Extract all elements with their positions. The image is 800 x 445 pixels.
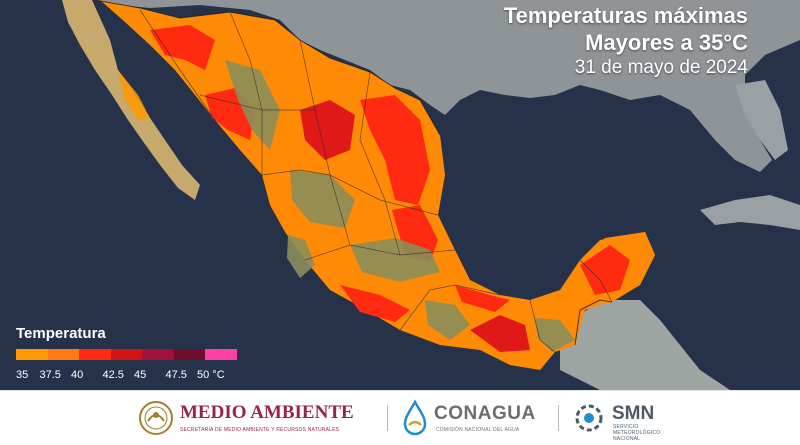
map-subtitle: Mayores a 35°C: [585, 30, 748, 55]
legend: Temperatura 35 37.5 40 42.5 45 47.5 50 °C: [16, 324, 246, 384]
legend-tick-label: 37.5: [39, 369, 61, 381]
legend-swatch-5: [173, 349, 205, 360]
water-drop-icon: [403, 399, 427, 436]
smn-subtitle-3: NACIONAL: [613, 436, 641, 442]
legend-tick-label: 40: [71, 369, 84, 381]
mountains-sierra-madre-occ: [225, 60, 280, 150]
mountains-central-mexico: [350, 238, 440, 282]
legend-tick-label: 50 °C: [197, 369, 225, 381]
mexico-seal-icon: [139, 401, 173, 435]
legend-title: Temperatura: [16, 325, 106, 342]
usa-land: [95, 0, 800, 172]
mountains-pacific-coast: [287, 235, 315, 278]
hot-zone-pacific-south: [340, 285, 410, 322]
smn-subtitle-1: SERVICIO: [613, 424, 639, 430]
smn-name: SMN: [612, 403, 655, 424]
state-borders: [139, 9, 613, 353]
hot-zone-sonora: [150, 25, 215, 70]
florida-land: [735, 80, 788, 160]
medio-ambiente-subtitle: SECRETARÍA DE MEDIO AMBIENTE Y RECURSOS …: [180, 427, 340, 433]
smn-subtitle-2: METEOROLÓGICO: [613, 430, 661, 436]
legend-swatch-6: [205, 349, 237, 360]
cuba-land: [700, 195, 800, 230]
medio-ambiente-logo: MEDIO AMBIENTE SECRETARÍA DE MEDIO AMBIE…: [138, 399, 378, 439]
central-america-land: [560, 300, 730, 390]
smn-logo: SMN SERVICIO METEOROLÓGICO NACIONAL: [572, 399, 672, 442]
footer: MEDIO AMBIENTE SECRETARÍA DE MEDIO AMBIE…: [0, 390, 800, 445]
hot-zone-coahuila: [360, 95, 430, 205]
mountains-central-plateau: [290, 170, 355, 228]
legend-swatches: [16, 349, 237, 360]
conagua-logo: CONAGUA COMISIÓN NACIONAL DEL AGUA: [400, 399, 550, 439]
legend-swatch-1: [47, 349, 79, 360]
hot-zone-yucatan: [580, 245, 630, 295]
smn-emblem-icon: [575, 404, 603, 432]
medio-ambiente-name: MEDIO AMBIENTE: [180, 402, 354, 423]
footer-separator: [387, 405, 388, 431]
baja-heat-patch: [118, 70, 150, 120]
conagua-subtitle: COMISIÓN NACIONAL DEL AGUA: [436, 427, 520, 433]
mountains-chiapas: [535, 318, 575, 352]
legend-swatch-4: [142, 349, 174, 360]
legend-swatch-3: [110, 349, 142, 360]
legend-ticks: 35 37.5 40 42.5 45 47.5 50 °C: [16, 368, 256, 382]
hot-zone-chihuahua: [300, 100, 355, 160]
legend-swatch-0: [16, 349, 48, 360]
hot-zone-oaxaca: [470, 315, 530, 352]
hot-zone-veracruz: [455, 285, 510, 312]
legend-tick-label: 42.5: [102, 369, 124, 381]
mountains-oaxaca: [425, 300, 470, 340]
map-title: Temperaturas máximas: [503, 3, 748, 28]
conagua-name: CONAGUA: [434, 403, 536, 424]
legend-tick-label: 35: [16, 369, 29, 381]
title-block: Temperaturas máximas Mayores a 35°C 31 d…: [504, 2, 748, 80]
legend-swatch-2: [79, 349, 111, 360]
legend-tick-label: 45: [134, 369, 147, 381]
footer-separator-2: [558, 405, 559, 431]
map-graphic: [62, 0, 800, 390]
legend-tick-label: 47.5: [165, 369, 187, 381]
map-date: 31 de mayo de 2024: [574, 57, 748, 78]
country-borders: [94, 0, 613, 346]
temperature-map: Temperaturas máximas Mayores a 35°C 31 d…: [0, 0, 800, 390]
